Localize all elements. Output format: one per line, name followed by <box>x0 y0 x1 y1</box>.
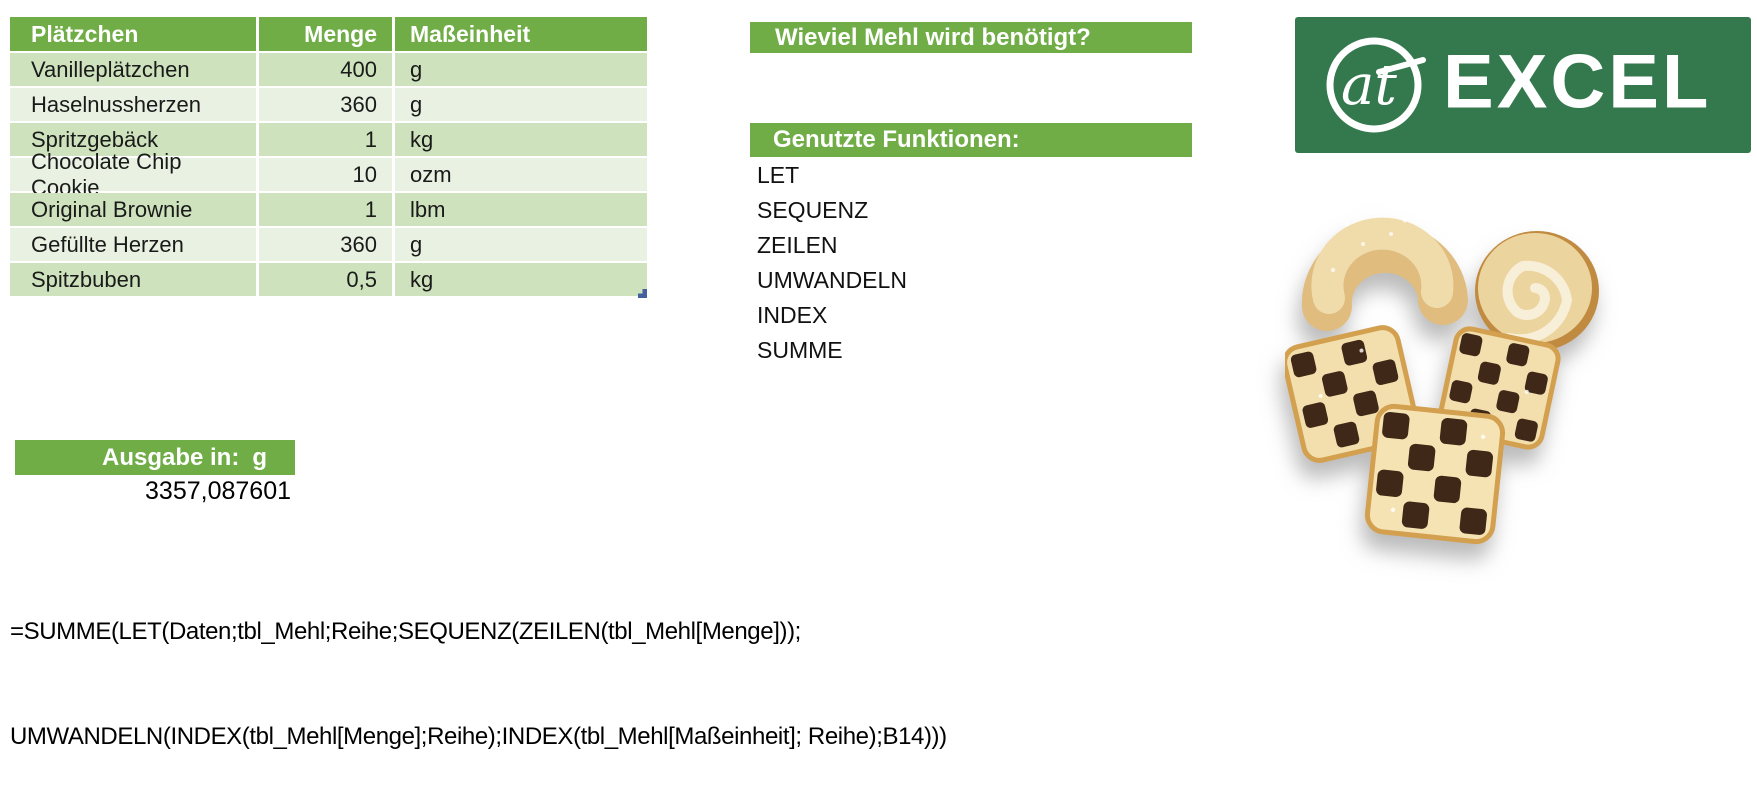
function-item[interactable]: LET <box>757 162 800 188</box>
table-cell[interactable]: 400 <box>259 53 395 88</box>
table-cell[interactable]: 360 <box>259 228 395 263</box>
table-cell[interactable]: Chocolate Chip Cookie <box>10 149 259 200</box>
column-header-masseinheit[interactable]: Maßeinheit <box>395 17 647 53</box>
crescent-cookie <box>1301 205 1468 331</box>
svg-text:at: at <box>1341 53 1397 118</box>
table-resize-handle[interactable] <box>638 289 647 298</box>
pinwheel-cookie <box>1475 231 1599 351</box>
table-cell[interactable]: 1 <box>259 193 395 228</box>
table-cell[interactable]: 10 <box>259 158 395 193</box>
table-cell[interactable]: g <box>395 228 647 263</box>
function-item[interactable]: SEQUENZ <box>757 197 869 223</box>
column-header-menge[interactable]: Menge <box>259 17 395 53</box>
output-value-cell[interactable]: 3357,087601 <box>145 477 291 505</box>
logo-brand-text: EXCEL <box>1443 39 1712 125</box>
output-label: Ausgabe in: <box>101 443 240 471</box>
function-item[interactable]: INDEX <box>757 302 828 328</box>
question-banner-label: Wieviel Mehl wird benötigt? <box>775 23 1091 51</box>
table-cell[interactable]: Vanilleplätzchen <box>10 53 259 88</box>
table-cell[interactable]: Spitzbuben <box>10 263 259 298</box>
table-cell[interactable]: Spritzgebäck <box>10 123 259 158</box>
table-cell[interactable]: kg <box>395 123 647 158</box>
at-circle-icon: at <box>1326 37 1426 133</box>
checkerboard-cookie <box>1364 403 1506 545</box>
cookies-photo <box>1285 205 1599 545</box>
formula-line-1: =SUMME(LET(Daten;tbl_Mehl;Reihe;SEQUENZ(… <box>10 618 801 645</box>
table-cell[interactable]: Haselnussherzen <box>10 88 259 123</box>
formula-line-2: UMWANDELN(INDEX(tbl_Mehl[Menge];Reihe);I… <box>10 723 947 750</box>
atexcel-logo: at EXCEL <box>1295 17 1751 153</box>
functions-banner-label: Genutzte Funktionen: <box>773 126 1020 153</box>
formula-text[interactable]: =SUMME(LET(Daten;tbl_Mehl;Reihe;SEQUENZ(… <box>10 544 947 789</box>
function-item[interactable]: UMWANDELN <box>757 267 907 293</box>
table-cell[interactable]: lbm <box>395 193 647 228</box>
table-cell[interactable]: 0,5 <box>259 263 395 298</box>
table-cell[interactable]: Original Brownie <box>10 193 259 228</box>
column-header-plaetzchen[interactable]: Plätzchen <box>10 17 259 53</box>
functions-list: LET SEQUENZ ZEILEN UMWANDELN INDEX SUMME <box>757 158 907 368</box>
table-cell[interactable]: Gefüllte Herzen <box>10 228 259 263</box>
table-cell[interactable]: ozm <box>395 158 647 193</box>
ingredients-table: Plätzchen Menge Maßeinheit Vanilleplätzc… <box>10 17 647 298</box>
output-unit-cell[interactable]: g <box>252 443 267 471</box>
table-cell[interactable]: 1 <box>259 123 395 158</box>
functions-banner[interactable]: Genutzte Funktionen: <box>750 123 1192 157</box>
table-cell[interactable]: 360 <box>259 88 395 123</box>
output-banner[interactable]: Ausgabe in: g <box>15 440 295 475</box>
table-cell[interactable]: g <box>395 53 647 88</box>
table-cell[interactable]: kg <box>395 263 647 298</box>
table-cell[interactable]: g <box>395 88 647 123</box>
question-banner[interactable]: Wieviel Mehl wird benötigt? <box>750 22 1192 53</box>
function-item[interactable]: ZEILEN <box>757 232 838 258</box>
function-item[interactable]: SUMME <box>757 337 843 363</box>
